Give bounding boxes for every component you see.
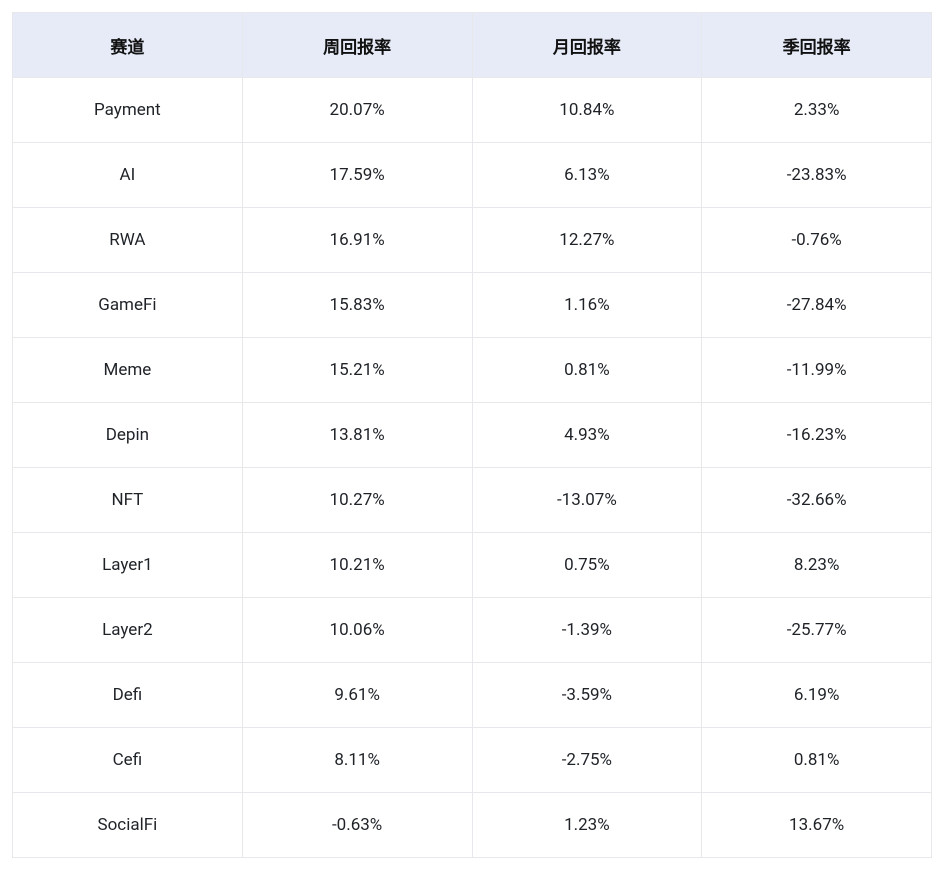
cell-quarterly: -16.23% [702,403,932,468]
cell-quarterly: -11.99% [702,338,932,403]
cell-weekly: 9.61% [242,663,472,728]
cell-weekly: 13.81% [242,403,472,468]
cell-weekly: 10.27% [242,468,472,533]
cell-monthly: 4.93% [472,403,702,468]
table-row: GameFi 15.83% 1.16% -27.84% [13,273,932,338]
cell-track: Layer1 [13,533,243,598]
cell-monthly: 0.75% [472,533,702,598]
cell-monthly: 0.81% [472,338,702,403]
col-header-monthly: 月回报率 [472,13,702,78]
table-row: AI 17.59% 6.13% -23.83% [13,143,932,208]
cell-quarterly: -25.77% [702,598,932,663]
cell-quarterly: 2.33% [702,78,932,143]
cell-monthly: 12.27% [472,208,702,273]
cell-monthly: -13.07% [472,468,702,533]
cell-track: Payment [13,78,243,143]
cell-quarterly: -27.84% [702,273,932,338]
cell-track: SocialFi [13,793,243,858]
cell-weekly: 20.07% [242,78,472,143]
table-row: RWA 16.91% 12.27% -0.76% [13,208,932,273]
table-row: SocialFi -0.63% 1.23% 13.67% [13,793,932,858]
table-row: Cefi 8.11% -2.75% 0.81% [13,728,932,793]
cell-track: Depin [13,403,243,468]
cell-quarterly: 6.19% [702,663,932,728]
table-row: Defi 9.61% -3.59% 6.19% [13,663,932,728]
cell-weekly: -0.63% [242,793,472,858]
cell-quarterly: 8.23% [702,533,932,598]
cell-track: GameFi [13,273,243,338]
cell-track: NFT [13,468,243,533]
cell-weekly: 16.91% [242,208,472,273]
cell-track: AI [13,143,243,208]
cell-weekly: 17.59% [242,143,472,208]
col-header-quarterly: 季回报率 [702,13,932,78]
cell-monthly: -2.75% [472,728,702,793]
cell-track: Cefi [13,728,243,793]
cell-track: Meme [13,338,243,403]
col-header-weekly: 周回报率 [242,13,472,78]
table-row: Depin 13.81% 4.93% -16.23% [13,403,932,468]
table-row: NFT 10.27% -13.07% -32.66% [13,468,932,533]
cell-track: RWA [13,208,243,273]
cell-monthly: 1.23% [472,793,702,858]
cell-monthly: -1.39% [472,598,702,663]
col-header-track: 赛道 [13,13,243,78]
table-row: Layer1 10.21% 0.75% 8.23% [13,533,932,598]
returns-table: 赛道 周回报率 月回报率 季回报率 Payment 20.07% 10.84% … [12,12,932,858]
cell-quarterly: 13.67% [702,793,932,858]
cell-monthly: 1.16% [472,273,702,338]
cell-weekly: 15.83% [242,273,472,338]
cell-quarterly: -23.83% [702,143,932,208]
cell-weekly: 10.21% [242,533,472,598]
cell-quarterly: -32.66% [702,468,932,533]
cell-monthly: 10.84% [472,78,702,143]
cell-quarterly: -0.76% [702,208,932,273]
table-row: Layer2 10.06% -1.39% -25.77% [13,598,932,663]
cell-monthly: 6.13% [472,143,702,208]
cell-track: Layer2 [13,598,243,663]
cell-weekly: 10.06% [242,598,472,663]
cell-quarterly: 0.81% [702,728,932,793]
table-header-row: 赛道 周回报率 月回报率 季回报率 [13,13,932,78]
table-row: Meme 15.21% 0.81% -11.99% [13,338,932,403]
cell-track: Defi [13,663,243,728]
cell-weekly: 8.11% [242,728,472,793]
table-row: Payment 20.07% 10.84% 2.33% [13,78,932,143]
cell-weekly: 15.21% [242,338,472,403]
cell-monthly: -3.59% [472,663,702,728]
